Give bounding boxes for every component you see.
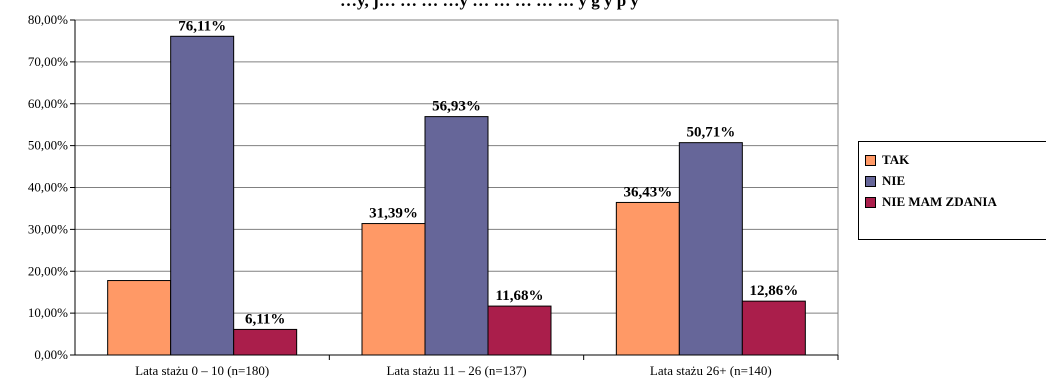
y-tick-label: 50,00% — [28, 138, 68, 153]
axes: 0,00% 10,00% 20,00% 30,00% 40,00% 50,00% 60,00… — [28, 12, 839, 378]
bar-nie — [424, 116, 489, 356]
y-tick-label: 80,00% — [28, 12, 68, 27]
data-label: 6,11% — [245, 311, 285, 327]
legend-item-nie-mam-zdania: NIE MAM ZDANIA — [865, 194, 997, 210]
legend: TAK NIE NIE MAM ZDANIA — [858, 141, 1046, 240]
y-tick-label: 10,00% — [28, 305, 68, 320]
x-tick-label: Lata stażu 11 – 26 (n=137) — [386, 363, 526, 378]
legend-swatch-nie — [865, 175, 876, 187]
legend-item-nie: NIE — [865, 173, 905, 189]
data-label: 31,39% — [369, 206, 418, 222]
legend-label-nie: NIE — [882, 173, 906, 188]
legend-label-tak: TAK — [882, 152, 910, 167]
legend-swatch-tak — [865, 154, 876, 166]
bar-tak — [361, 223, 426, 356]
legend-label-nie-mam-zdania: NIE MAM ZDANIA — [882, 194, 997, 209]
bar-tak — [107, 280, 172, 356]
y-tick-label: 40,00% — [28, 180, 68, 195]
bar-nie-mam-zdania — [741, 300, 806, 356]
y-tick-label: 60,00% — [28, 96, 68, 111]
data-label: 36,43% — [623, 184, 672, 200]
data-label: 12,86% — [749, 283, 798, 299]
y-tick-label: 20,00% — [28, 263, 68, 278]
y-tick-label: 70,00% — [28, 54, 68, 69]
bar-tak — [615, 201, 680, 356]
bar-nie-mam-zdania — [233, 328, 298, 356]
data-label: 50,71% — [686, 125, 735, 141]
y-tick-label: 30,00% — [28, 221, 68, 236]
data-labels: 76,11% 6,11% 31,39% 56,93% 11,68% 36,43% 50,71… — [178, 18, 798, 327]
y-tick-label: 0,00% — [34, 347, 68, 362]
x-tick-label: Lata stażu 0 – 10 (n=180) — [135, 363, 269, 378]
bar-nie — [678, 142, 743, 356]
data-label: 56,93% — [432, 99, 481, 115]
x-tick-label: Lata stażu 26+ (n=140) — [650, 363, 772, 378]
bar-nie-mam-zdania — [487, 305, 552, 356]
legend-swatch-nie-mam-zdania — [865, 196, 876, 208]
bar-nie — [170, 35, 235, 356]
data-label: 11,68% — [496, 288, 544, 304]
bars — [107, 35, 806, 356]
legend-item-tak: TAK — [865, 152, 909, 168]
chart-title: …y, j… … … …y … … … … … y g y p y — [340, 0, 639, 10]
data-label: 76,11% — [178, 18, 226, 34]
